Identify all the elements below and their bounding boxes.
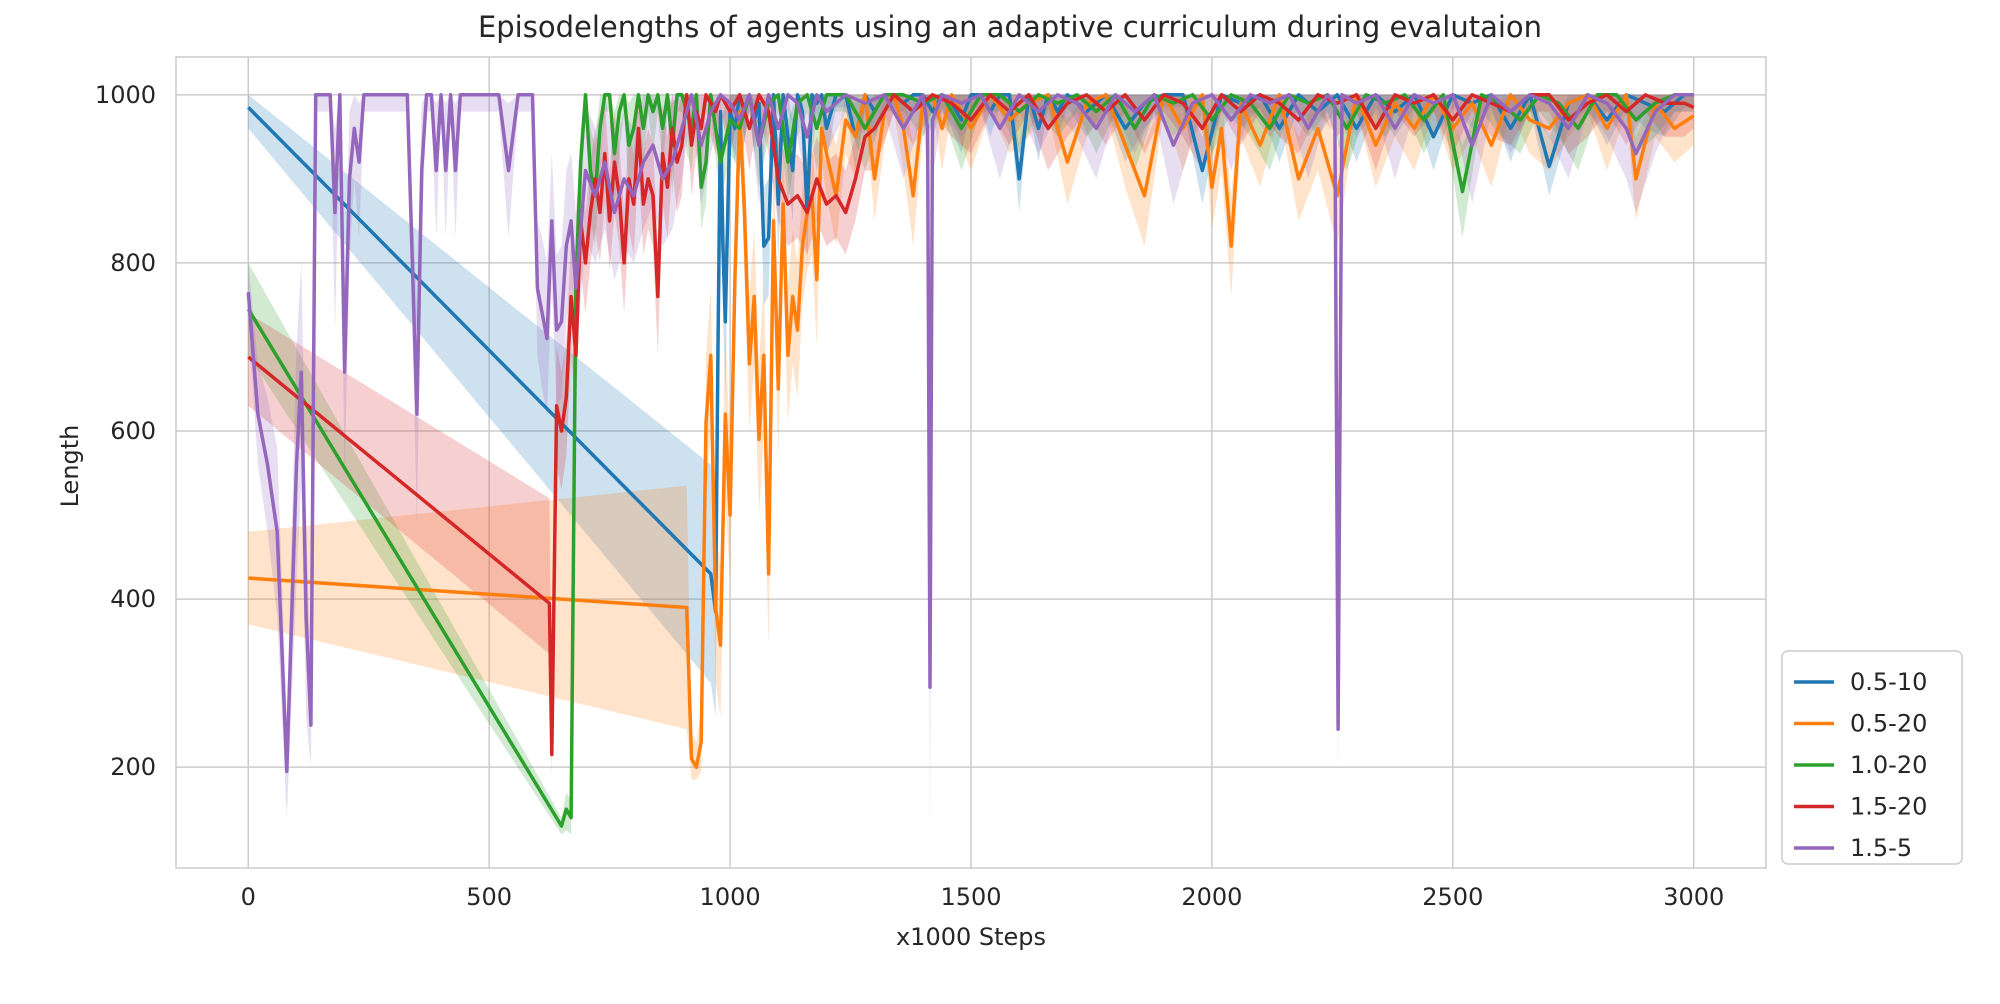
plot-frame [175,56,1767,869]
y-tick-label: 1000 [95,81,156,109]
x-tick-label: 0 [241,883,256,911]
y-tick-label: 200 [110,753,156,781]
confidence-band-1.5-20 [248,94,1694,776]
legend-label: 1.5-5 [1850,834,1912,862]
x-tick-label: 1500 [940,883,1001,911]
legend-item: 1.0-20 [1794,751,1927,779]
x-tick-label: 3000 [1663,883,1724,911]
y-axis-label: Length [56,425,84,508]
y-tick-label: 400 [110,585,156,613]
legend-item: 0.5-20 [1794,710,1927,738]
x-tick-label: 2000 [1181,883,1242,911]
legend-box [1781,650,1963,865]
series-lines [246,93,1695,828]
x-tick-label: 1000 [700,883,761,911]
legend-item: 0.5-10 [1794,668,1927,696]
legend: 0.5-10 0.5-20 1.0-20 1.5-20 1.5-5 [1781,650,1963,865]
chart-title: Episodelengths of agents using an adapti… [478,10,1542,44]
confidence-band-0.5-20 [248,94,1694,780]
legend-label: 0.5-20 [1850,710,1927,738]
y-tick-label: 800 [110,249,156,277]
x-axis-label: x1000 Steps [896,923,1046,951]
confidence-bands [248,94,1694,839]
legend-label: 1.0-20 [1850,751,1927,779]
legend-label: 0.5-10 [1850,668,1927,696]
x-tick-label: 2500 [1422,883,1483,911]
series-line-1.5-5 [246,93,1694,774]
series-line-0.5-10 [247,93,1694,614]
confidence-band-0.5-10 [248,94,1694,717]
legend-label: 1.5-20 [1850,793,1927,821]
tick-labels: 0 500 1000 1500 2000 2500 3000 200 400 600 800 1000 [95,81,1724,911]
legend-item: 1.5-5 [1794,834,1912,862]
legend-item: 1.5-20 [1794,793,1927,821]
x-tick-label: 500 [466,883,512,911]
y-tick-label: 600 [110,417,156,445]
